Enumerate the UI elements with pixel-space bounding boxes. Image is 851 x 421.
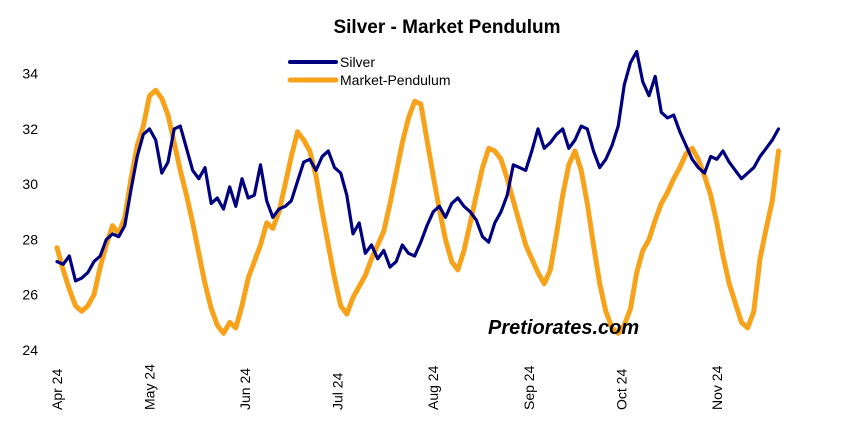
y-axis: 24 26 28 30 32 34: [22, 66, 38, 358]
legend-label-silver: Silver: [340, 54, 375, 70]
x-tick-label: Nov 24: [709, 365, 725, 410]
legend-label-market-pendulum: Market-Pendulum: [340, 72, 451, 88]
x-tick-label: May 24: [142, 364, 158, 410]
y-tick-label: 32: [22, 121, 38, 137]
chart-title: Silver - Market Pendulum: [333, 17, 560, 38]
x-tick-label: Jul 24: [330, 372, 346, 410]
x-tick-label: Aug 24: [425, 365, 441, 410]
y-tick-label: 34: [22, 66, 38, 82]
market-pendulum-series-line: [54, 87, 781, 336]
x-tick-label: Sep 24: [521, 365, 537, 410]
x-tick-label: Jun 24: [237, 368, 253, 410]
legend: Silver Market-Pendulum: [287, 54, 451, 88]
x-axis: Apr 24 May 24 Jun 24 Jul 24 Aug 24 Sep 24 Oct …: [49, 364, 725, 410]
watermark-text: Pretiorates.com: [488, 317, 639, 339]
y-tick-label: 30: [22, 176, 38, 192]
y-tick-label: 28: [22, 231, 38, 247]
x-tick-label: Apr 24: [49, 369, 65, 410]
y-tick-label: 26: [22, 287, 38, 303]
y-tick-label: 24: [22, 342, 38, 358]
x-tick-label: Oct 24: [613, 369, 629, 410]
series-layer: [54, 49, 781, 336]
silver-series-line: [55, 49, 781, 283]
